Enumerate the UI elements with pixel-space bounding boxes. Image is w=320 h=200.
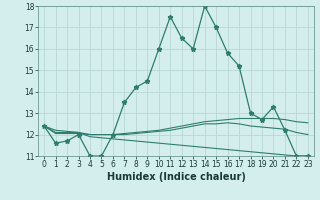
- X-axis label: Humidex (Indice chaleur): Humidex (Indice chaleur): [107, 172, 245, 182]
